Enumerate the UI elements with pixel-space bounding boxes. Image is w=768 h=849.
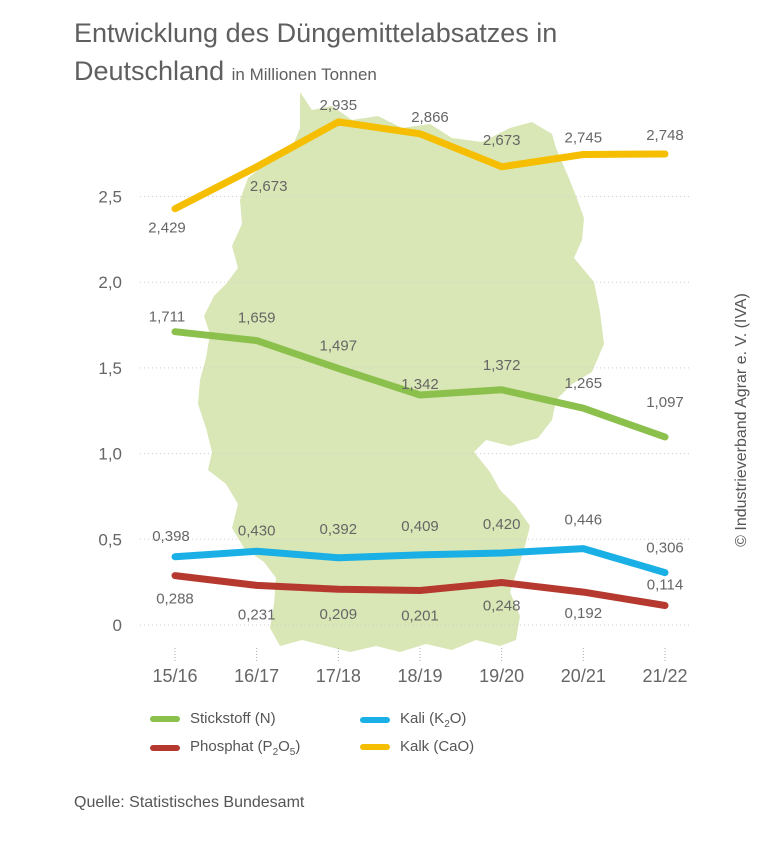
- y-tick-label: 1,0: [98, 445, 122, 464]
- legend-swatch-stickstoff: [150, 715, 180, 722]
- data-label: 2,748: [646, 127, 684, 144]
- data-label: 0,114: [647, 576, 683, 593]
- chart-title: Entwicklung des Düngemittelabsatzes in D…: [74, 14, 674, 94]
- data-label: 0,409: [401, 518, 439, 535]
- legend-swatch-kalk: [360, 743, 390, 750]
- y-tick-label: 2,0: [98, 273, 122, 292]
- y-tick-label: 2,5: [98, 188, 122, 207]
- data-label: 0,288: [156, 591, 194, 608]
- x-tick-label: 20/21: [561, 666, 606, 686]
- legend-label-kali: Kali (K2O): [400, 710, 467, 730]
- legend-item-phosphat: Phosphat (P2O5): [150, 738, 300, 758]
- data-label: 0,201: [401, 608, 439, 625]
- germany-map-shape: [198, 92, 604, 652]
- data-label: 1,265: [565, 375, 603, 392]
- chart-title-main: Entwicklung des Düngemittelabsatzes in D…: [74, 18, 558, 86]
- legend-swatch-phosphat: [150, 745, 180, 751]
- data-label: 2,745: [565, 130, 603, 147]
- data-label: 1,372: [483, 357, 521, 374]
- data-label: 1,711: [149, 309, 185, 326]
- x-tick-label: 16/17: [234, 666, 279, 686]
- legend-swatch-kali: [360, 717, 390, 723]
- line-chart: 0 0,5 1,0 1,5 2,0 2,5 15/16 16/17 17/18 18/19 19/2…: [98, 92, 690, 687]
- data-label: 2,673: [250, 178, 288, 195]
- legend-label-kalk: Kalk (CaO): [400, 738, 475, 755]
- x-tick-label: 17/18: [316, 666, 361, 686]
- x-tick-label: 18/19: [397, 666, 442, 686]
- data-label: 2,935: [320, 97, 358, 114]
- copyright-note: © Industrieverband Agrar e. V. (IVA): [733, 293, 750, 547]
- source-note: Quelle: Statistisches Bundesamt: [74, 794, 305, 811]
- legend-item-stickstoff: Stickstoff (N): [150, 710, 276, 727]
- data-label: 1,097: [646, 394, 684, 411]
- data-label: 2,673: [483, 132, 521, 149]
- legend-item-kalk: Kalk (CaO): [360, 738, 474, 755]
- data-label: 0,392: [320, 521, 358, 538]
- data-label: 1,497: [320, 337, 358, 354]
- data-label: 0,209: [320, 606, 358, 623]
- legend-label-stickstoff: Stickstoff (N): [190, 710, 276, 727]
- data-label: 1,342: [401, 376, 439, 393]
- data-label: 0,192: [565, 605, 603, 622]
- axis-layer: 0 0,5 1,0 1,5 2,0 2,5 15/16 16/17 17/18 18/19 19/2…: [98, 188, 687, 687]
- data-label: 1,659: [238, 310, 276, 327]
- data-label: 0,398: [152, 528, 190, 545]
- legend-label-phosphat: Phosphat (P2O5): [190, 738, 301, 758]
- legend-item-kali: Kali (K2O): [360, 710, 466, 730]
- chart-title-unit: in Millionen Tonnen: [231, 65, 377, 84]
- label-layer: 2,429 2,673 2,935 2,866 2,673 2,745 2,748 1,711…: [148, 97, 684, 625]
- data-label: 2,866: [411, 109, 449, 126]
- x-tick-label: 21/22: [642, 666, 687, 686]
- y-tick-label: 0: [113, 616, 122, 635]
- data-label: 0,420: [483, 516, 521, 533]
- x-tick-label: 15/16: [152, 666, 197, 686]
- data-label: 0,248: [483, 597, 521, 614]
- chart-legend: Stickstoff (N) Kali (K2O) Phosphat (P2O5…: [150, 706, 570, 766]
- data-label: 0,306: [646, 540, 684, 557]
- y-tick-label: 0,5: [98, 530, 122, 549]
- data-label: 0,430: [238, 522, 276, 539]
- data-label: 0,446: [565, 512, 603, 529]
- y-tick-label: 1,5: [98, 359, 122, 378]
- data-label: 2,429: [148, 220, 186, 237]
- data-label: 0,231: [238, 606, 276, 623]
- x-tick-label: 19/20: [479, 666, 524, 686]
- series-layer: [171, 118, 669, 609]
